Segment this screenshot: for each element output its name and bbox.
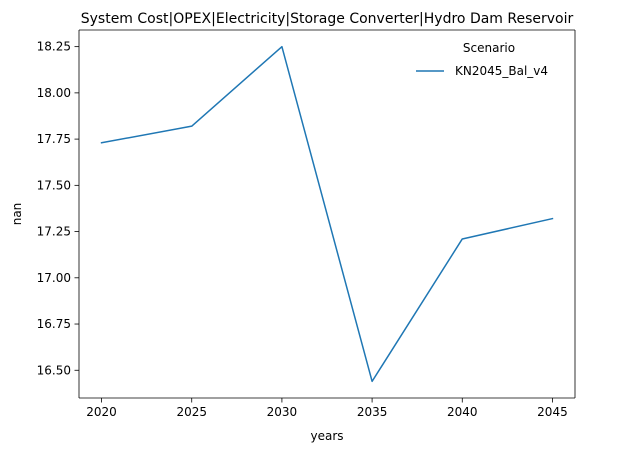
x-tick-label: 2040: [447, 405, 478, 419]
chart-title: System Cost|OPEX|Electricity|Storage Con…: [81, 11, 574, 27]
x-axis-label: years: [310, 429, 343, 443]
series-layer: [100, 45, 554, 383]
legend-entry-label: KN2045_Bal_v4: [455, 64, 548, 78]
y-tick-label: 17.00: [37, 271, 71, 285]
y-tick-label: 17.75: [37, 132, 71, 146]
legend-title: Scenario: [463, 41, 515, 55]
y-tick-label: 18.00: [37, 86, 71, 100]
y-axis-label: nan: [10, 203, 24, 226]
plot-frame: [78, 29, 576, 399]
x-tick-label: 2030: [267, 405, 298, 419]
series-line-KN2045_Bal_v4: [100, 45, 554, 383]
y-tick-label: 18.25: [37, 40, 71, 54]
x-tick-label: 2020: [86, 405, 117, 419]
y-tick-label: 17.50: [37, 178, 71, 192]
legend: Scenario KN2045_Bal_v4: [416, 41, 548, 78]
y-tick-label: 16.75: [37, 317, 71, 331]
axis-ticks: 2020 2025 2030 2035 2040 2045 16.50 16.75 17.00 1…: [37, 40, 568, 419]
x-tick-label: 2045: [537, 405, 568, 419]
x-tick-label: 2035: [357, 405, 388, 419]
y-tick-label: 17.25: [37, 225, 71, 239]
x-tick-label: 2025: [176, 405, 207, 419]
y-tick-label: 16.50: [37, 363, 71, 377]
